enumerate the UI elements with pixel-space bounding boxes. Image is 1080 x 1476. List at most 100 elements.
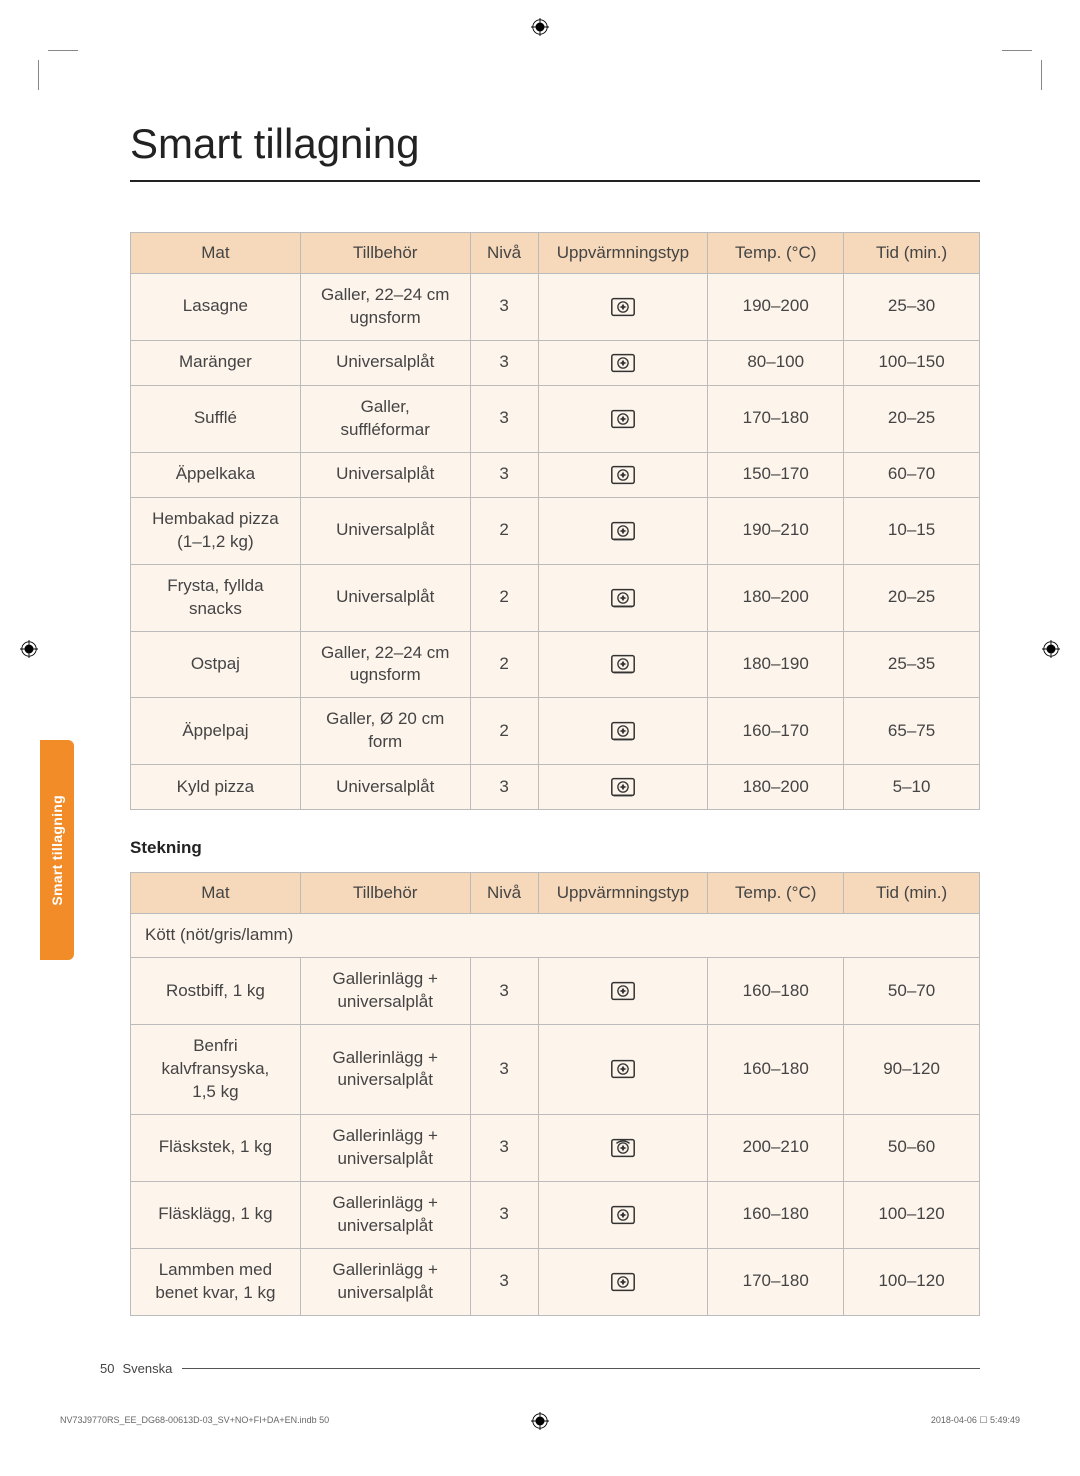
cell-mat: Maränger [131, 340, 301, 385]
col-header: Mat [131, 873, 301, 914]
cell-heating-icon [538, 340, 708, 385]
col-header: Uppvärmningstyp [538, 873, 708, 914]
cell-temp: 200–210 [708, 1114, 844, 1181]
cell-temp: 80–100 [708, 340, 844, 385]
table-row: ÄppelpajGaller, Ø 20 cmform2160–17065–75 [131, 698, 980, 765]
cell-tid: 25–35 [844, 631, 980, 698]
cell-mat: Ostpaj [131, 631, 301, 698]
cell-temp: 180–190 [708, 631, 844, 698]
cell-niva: 3 [470, 1114, 538, 1181]
table-row: SuffléGaller,suffléformar3170–18020–25 [131, 385, 980, 452]
table-header-row: Mat Tillbehör Nivå Uppvärmningstyp Temp.… [131, 873, 980, 914]
col-header: Uppvärmningstyp [538, 233, 708, 274]
cell-tid: 50–70 [844, 958, 980, 1025]
cell-temp: 190–210 [708, 497, 844, 564]
cell-tid: 5–10 [844, 765, 980, 810]
cell-mat: Kyld pizza [131, 765, 301, 810]
table-header-row: Mat Tillbehör Nivå Uppvärmningstyp Temp.… [131, 233, 980, 274]
cell-niva: 3 [470, 958, 538, 1025]
title-rule [130, 180, 980, 182]
cell-tillbehor: Universalplåt [300, 765, 470, 810]
cell-heating-icon [538, 765, 708, 810]
cell-tillbehor: Gallerinlägg +universalplåt [300, 1025, 470, 1115]
cell-heating-icon [538, 274, 708, 341]
subheader-cell: Kött (nöt/gris/lamm) [131, 914, 980, 958]
cell-mat: Äppelkaka [131, 452, 301, 497]
col-header: Nivå [470, 873, 538, 914]
cell-heating-icon [538, 1114, 708, 1181]
cell-tillbehor: Gallerinlägg +universalplåt [300, 958, 470, 1025]
cell-niva: 3 [470, 765, 538, 810]
cell-mat: Rostbiff, 1 kg [131, 958, 301, 1025]
cell-tid: 100–150 [844, 340, 980, 385]
page-language: Svenska [122, 1361, 172, 1376]
cell-niva: 3 [470, 1181, 538, 1248]
cell-mat: Lasagne [131, 274, 301, 341]
cell-niva: 3 [470, 385, 538, 452]
cell-mat: Fläskstek, 1 kg [131, 1114, 301, 1181]
cell-temp: 160–170 [708, 698, 844, 765]
cell-tid: 25–30 [844, 274, 980, 341]
table-row: Fläskstek, 1 kgGallerinlägg +universalpl… [131, 1114, 980, 1181]
col-header: Temp. (°C) [708, 233, 844, 274]
table-row: Frysta, fylldasnacksUniversalplåt2 180–20… [131, 564, 980, 631]
table-row: MarängerUniversalplåt380–100100–150 [131, 340, 980, 385]
section-label: Stekning [130, 838, 980, 858]
col-header: Mat [131, 233, 301, 274]
col-header: Tillbehör [300, 233, 470, 274]
cell-temp: 180–200 [708, 765, 844, 810]
cell-tid: 65–75 [844, 698, 980, 765]
cell-tillbehor: Galler, 22–24 cmugnsform [300, 631, 470, 698]
cell-tillbehor: Universalplåt [300, 452, 470, 497]
cell-mat: Hembakad pizza(1–1,2 kg) [131, 497, 301, 564]
table-row: Fläsklägg, 1 kgGallerinlägg +universalpl… [131, 1181, 980, 1248]
cooking-table-1: Mat Tillbehör Nivå Uppvärmningstyp Temp.… [130, 232, 980, 810]
cell-heating-icon [538, 958, 708, 1025]
cell-temp: 180–200 [708, 564, 844, 631]
cooking-table-2: Mat Tillbehör Nivå Uppvärmningstyp Temp.… [130, 872, 980, 1315]
cell-mat: Frysta, fylldasnacks [131, 564, 301, 631]
col-header: Tid (min.) [844, 233, 980, 274]
cell-tillbehor: Galler,suffléformar [300, 385, 470, 452]
cell-niva: 2 [470, 564, 538, 631]
cell-heating-icon [538, 385, 708, 452]
cell-mat: Fläsklägg, 1 kg [131, 1181, 301, 1248]
cell-tillbehor: Gallerinlägg +universalplåt [300, 1114, 470, 1181]
cell-temp: 160–180 [708, 1181, 844, 1248]
cell-tillbehor: Galler, Ø 20 cmform [300, 698, 470, 765]
col-header: Tillbehör [300, 873, 470, 914]
cell-tid: 60–70 [844, 452, 980, 497]
cell-tillbehor: Gallerinlägg +universalplåt [300, 1181, 470, 1248]
cell-heating-icon [538, 698, 708, 765]
cell-temp: 160–180 [708, 958, 844, 1025]
cell-tid: 100–120 [844, 1181, 980, 1248]
table-row: Benfrikalvfransyska,1,5 kgGallerinlägg +… [131, 1025, 980, 1115]
page-footer: 50 Svenska [100, 1361, 980, 1376]
col-header: Temp. (°C) [708, 873, 844, 914]
page-number: 50 [100, 1361, 114, 1376]
col-header: Nivå [470, 233, 538, 274]
page-title: Smart tillagning [130, 120, 980, 168]
cell-temp: 170–180 [708, 1248, 844, 1315]
cell-tillbehor: Universalplåt [300, 497, 470, 564]
table-row: ÄppelkakaUniversalplåt3150–17060–70 [131, 452, 980, 497]
cell-tillbehor: Galler, 22–24 cmugnsform [300, 274, 470, 341]
cell-tid: 10–15 [844, 497, 980, 564]
cell-heating-icon [538, 1181, 708, 1248]
cell-niva: 3 [470, 1248, 538, 1315]
cell-temp: 190–200 [708, 274, 844, 341]
cell-niva: 2 [470, 698, 538, 765]
printer-right: 2018-04-06 ☐ 5:49:49 [931, 1415, 1020, 1426]
cell-niva: 3 [470, 274, 538, 341]
table-subheader-row: Kött (nöt/gris/lamm) [131, 914, 980, 958]
table-row: Kyld pizzaUniversalplåt3 180–2005–10 [131, 765, 980, 810]
table-row: Hembakad pizza(1–1,2 kg)Universalplåt219… [131, 497, 980, 564]
cell-tillbehor: Gallerinlägg +universalplåt [300, 1248, 470, 1315]
cell-niva: 3 [470, 1025, 538, 1115]
cell-heating-icon [538, 452, 708, 497]
table-row: LasagneGaller, 22–24 cmugnsform3 190–2002… [131, 274, 980, 341]
table-row: Lammben medbenet kvar, 1 kgGallerinlägg … [131, 1248, 980, 1315]
cell-tillbehor: Universalplåt [300, 564, 470, 631]
col-header: Tid (min.) [844, 873, 980, 914]
cell-mat: Sufflé [131, 385, 301, 452]
